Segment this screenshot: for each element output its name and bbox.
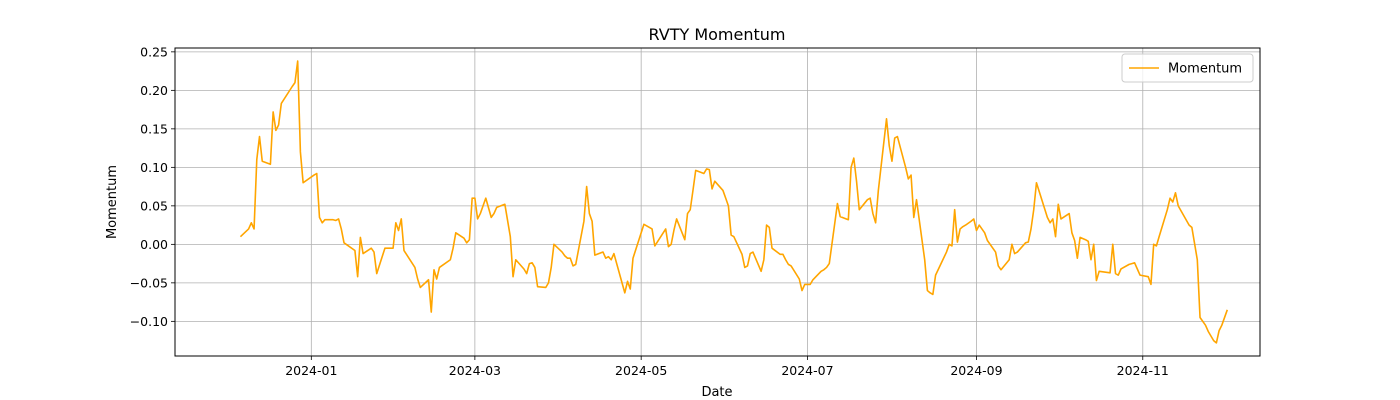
grid-lines [175, 48, 1260, 356]
y-tick-label: 0.15 [140, 121, 168, 136]
x-tick-label: 2024-07 [781, 363, 833, 378]
plot-frame [174, 47, 1261, 357]
y-tick-label: 0.05 [140, 198, 168, 213]
x-tick-label: 2024-05 [615, 363, 667, 378]
chart-title: RVTY Momentum [649, 25, 786, 44]
x-tick-label: 2024-11 [1117, 363, 1169, 378]
y-axis-label: Momentum [105, 165, 120, 239]
y-axis-ticks: −0.10 −0.05 0.00 0.05 0.10 0.15 0.20 0.25 [130, 44, 175, 329]
y-tick-label: 0.00 [140, 237, 168, 252]
y-tick-label: 0.25 [140, 44, 168, 59]
series-layer [239, 60, 1229, 344]
x-tick-label: 2024-01 [285, 363, 337, 378]
momentum-series-line [239, 60, 1229, 344]
x-axis-ticks: 2024-01 2024-03 2024-05 2024-07 2024-09 2024-… [285, 356, 1169, 378]
x-tick-label: 2024-03 [449, 363, 501, 378]
y-tick-label: −0.05 [130, 275, 168, 290]
y-tick-label: 0.20 [140, 83, 168, 98]
legend: Momentum [1121, 53, 1254, 83]
legend-label: Momentum [1168, 62, 1242, 77]
y-tick-label: −0.10 [130, 314, 168, 329]
y-tick-label: 0.10 [140, 160, 168, 175]
x-axis-label: Date [701, 385, 732, 400]
x-tick-label: 2024-09 [950, 363, 1002, 378]
legend-box [1121, 53, 1254, 83]
